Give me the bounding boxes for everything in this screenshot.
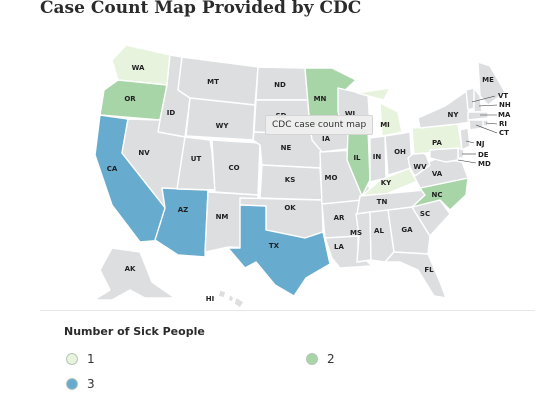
state-ma[interactable]: [467, 111, 489, 121]
state-label-vt: VT: [498, 92, 508, 100]
state-md[interactable]: [429, 147, 459, 163]
legend-swatch: [306, 353, 318, 365]
state-de[interactable]: [457, 147, 465, 159]
divider: [40, 310, 535, 311]
state-label-ri: RI: [499, 120, 507, 128]
state-label-mt: MT: [207, 78, 219, 86]
state-label-pa: PA: [432, 139, 442, 147]
state-me[interactable]: [477, 61, 506, 106]
state-label-in: IN: [373, 153, 382, 161]
state-ak[interactable]: [93, 247, 176, 301]
state-label-wy: WY: [216, 122, 230, 130]
legend-item: 2: [306, 352, 335, 366]
legend-item: 3: [66, 377, 95, 391]
state-label-nv: NV: [138, 149, 150, 157]
state-label-or: OR: [124, 95, 136, 103]
state-label-la: LA: [334, 243, 344, 251]
state-label-me: ME: [482, 76, 494, 84]
state-label-nh: NH: [499, 101, 511, 109]
state-label-ca: CA: [107, 165, 118, 173]
state-label-de: DE: [478, 151, 489, 159]
state-label-ok: OK: [284, 204, 296, 212]
state-label-wv: WV: [413, 163, 427, 171]
state-mi[interactable]: [356, 87, 403, 137]
state-ga[interactable]: [387, 206, 431, 255]
state-label-ma: MA: [498, 111, 511, 119]
state-label-md: MD: [478, 160, 491, 168]
state-label-al: AL: [374, 227, 384, 235]
state-label-wi: WI: [345, 110, 355, 118]
state-label-mo: MO: [325, 174, 338, 182]
legend-swatch: [66, 378, 78, 390]
state-label-ar: AR: [334, 214, 345, 222]
state-or[interactable]: [99, 79, 168, 121]
state-label-ks: KS: [285, 176, 295, 184]
legend-swatch: [66, 353, 78, 365]
page-title: Case Count Map Provided by CDC: [40, 0, 362, 18]
state-label-il: IL: [353, 154, 361, 162]
state-label-ky: KY: [381, 179, 392, 187]
state-nc[interactable]: [411, 177, 469, 211]
legend-label: 3: [87, 377, 95, 391]
state-label-fl: FL: [424, 266, 434, 274]
state-label-id: ID: [167, 109, 176, 117]
state-nj[interactable]: [459, 127, 471, 151]
state-label-ny: NY: [448, 111, 460, 119]
state-label-wa: WA: [132, 64, 145, 72]
state-label-va: VA: [432, 170, 443, 178]
state-label-ct: CT: [499, 129, 509, 137]
state-label-mn: MN: [314, 95, 327, 103]
legend-label: 2: [327, 352, 335, 366]
state-label-tx: TX: [269, 242, 280, 250]
legend-item: 1: [66, 352, 95, 366]
state-label-ak: AK: [125, 265, 136, 273]
state-vt[interactable]: [465, 87, 475, 111]
state-wy[interactable]: [185, 97, 256, 141]
state-label-nj: NJ: [476, 140, 484, 148]
map-tooltip: CDC case count map: [265, 115, 374, 135]
state-fl[interactable]: [384, 251, 447, 299]
state-ny[interactable]: [417, 89, 471, 129]
state-label-nc: NC: [432, 191, 443, 199]
legend-label: 1: [87, 352, 95, 366]
legend-title: Number of Sick People: [64, 325, 205, 338]
state-label-ms: MS: [350, 229, 362, 237]
state-tx[interactable]: [227, 204, 331, 297]
state-label-nm: NM: [216, 213, 229, 221]
state-label-mi: MI: [380, 121, 390, 129]
state-label-sc: SC: [420, 210, 430, 218]
state-label-hi: HI: [206, 295, 214, 303]
state-ms[interactable]: [355, 211, 372, 263]
state-az[interactable]: [154, 187, 209, 258]
state-hi[interactable]: [217, 289, 245, 309]
state-label-ga: GA: [401, 226, 413, 234]
state-label-ne: NE: [281, 144, 292, 152]
state-label-az: AZ: [178, 206, 189, 214]
state-label-co: CO: [228, 164, 239, 172]
state-label-nd: ND: [274, 81, 286, 89]
state-label-oh: OH: [394, 148, 406, 156]
state-label-ia: IA: [322, 135, 331, 143]
state-label-ut: UT: [191, 155, 202, 163]
state-label-tn: TN: [377, 198, 388, 206]
